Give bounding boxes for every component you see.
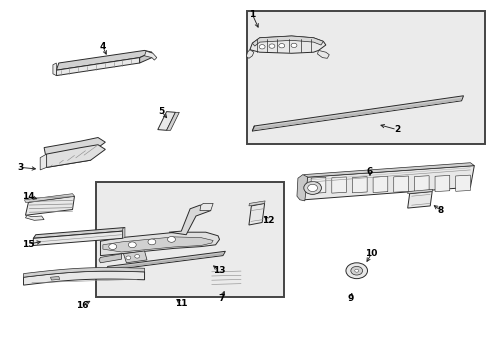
Text: 8: 8 xyxy=(438,206,444,215)
Polygon shape xyxy=(53,63,56,76)
Circle shape xyxy=(126,256,131,260)
Polygon shape xyxy=(352,177,367,193)
Polygon shape xyxy=(40,154,47,170)
Polygon shape xyxy=(44,138,105,160)
Polygon shape xyxy=(249,203,265,225)
Polygon shape xyxy=(249,201,265,206)
Polygon shape xyxy=(25,196,74,215)
Polygon shape xyxy=(47,153,91,167)
Circle shape xyxy=(351,266,363,275)
Circle shape xyxy=(279,44,285,48)
Polygon shape xyxy=(304,163,474,177)
Polygon shape xyxy=(456,175,470,191)
Polygon shape xyxy=(47,145,105,167)
Polygon shape xyxy=(250,36,326,53)
Polygon shape xyxy=(415,176,429,192)
Circle shape xyxy=(148,239,156,245)
Polygon shape xyxy=(33,228,125,238)
Polygon shape xyxy=(122,228,125,238)
Polygon shape xyxy=(304,166,474,200)
Polygon shape xyxy=(123,251,147,263)
Text: 9: 9 xyxy=(347,294,354,303)
Polygon shape xyxy=(167,112,179,130)
Circle shape xyxy=(346,263,368,279)
Text: 4: 4 xyxy=(99,42,106,51)
Polygon shape xyxy=(24,267,145,277)
Polygon shape xyxy=(50,276,60,280)
Circle shape xyxy=(226,277,232,281)
Circle shape xyxy=(168,237,175,242)
Polygon shape xyxy=(169,205,211,235)
Polygon shape xyxy=(206,289,211,290)
Circle shape xyxy=(128,242,136,248)
Polygon shape xyxy=(208,266,246,269)
Polygon shape xyxy=(252,36,323,46)
Polygon shape xyxy=(56,50,152,70)
Text: 11: 11 xyxy=(175,299,188,307)
Text: 6: 6 xyxy=(367,166,373,175)
Polygon shape xyxy=(100,232,220,256)
Circle shape xyxy=(355,269,359,272)
Polygon shape xyxy=(105,251,225,271)
Polygon shape xyxy=(99,254,122,263)
Polygon shape xyxy=(205,269,208,290)
Polygon shape xyxy=(158,112,175,130)
Text: 14: 14 xyxy=(22,192,34,201)
Text: 3: 3 xyxy=(18,163,24,172)
Polygon shape xyxy=(311,177,326,193)
Polygon shape xyxy=(24,271,145,285)
Circle shape xyxy=(269,44,275,48)
Polygon shape xyxy=(332,177,346,193)
Polygon shape xyxy=(408,189,433,194)
Circle shape xyxy=(308,184,318,192)
Text: 16: 16 xyxy=(76,301,89,310)
Text: 2: 2 xyxy=(394,125,400,134)
Circle shape xyxy=(304,181,321,194)
Circle shape xyxy=(291,43,297,48)
Circle shape xyxy=(223,275,235,283)
Polygon shape xyxy=(24,194,74,202)
Polygon shape xyxy=(408,192,432,208)
Polygon shape xyxy=(25,215,44,220)
Polygon shape xyxy=(33,231,122,246)
Circle shape xyxy=(259,45,265,49)
Polygon shape xyxy=(145,51,157,60)
Circle shape xyxy=(135,255,140,258)
Bar xyxy=(96,182,284,297)
Text: 13: 13 xyxy=(213,266,226,275)
Text: 5: 5 xyxy=(159,107,165,116)
Polygon shape xyxy=(318,50,329,58)
Polygon shape xyxy=(246,50,254,58)
Polygon shape xyxy=(435,175,450,192)
Polygon shape xyxy=(297,175,308,201)
Polygon shape xyxy=(394,176,409,192)
Polygon shape xyxy=(208,268,245,290)
Text: 1: 1 xyxy=(249,10,255,19)
Bar xyxy=(247,11,485,144)
Polygon shape xyxy=(140,52,152,63)
Polygon shape xyxy=(103,237,213,252)
Polygon shape xyxy=(252,96,464,131)
Polygon shape xyxy=(106,253,223,270)
Polygon shape xyxy=(200,203,213,211)
Text: 7: 7 xyxy=(219,294,225,302)
Circle shape xyxy=(109,244,117,249)
Polygon shape xyxy=(253,98,462,130)
Polygon shape xyxy=(373,176,388,193)
Text: 15: 15 xyxy=(22,240,34,248)
Polygon shape xyxy=(56,58,140,76)
Text: 12: 12 xyxy=(262,216,275,225)
Text: 10: 10 xyxy=(365,249,378,258)
